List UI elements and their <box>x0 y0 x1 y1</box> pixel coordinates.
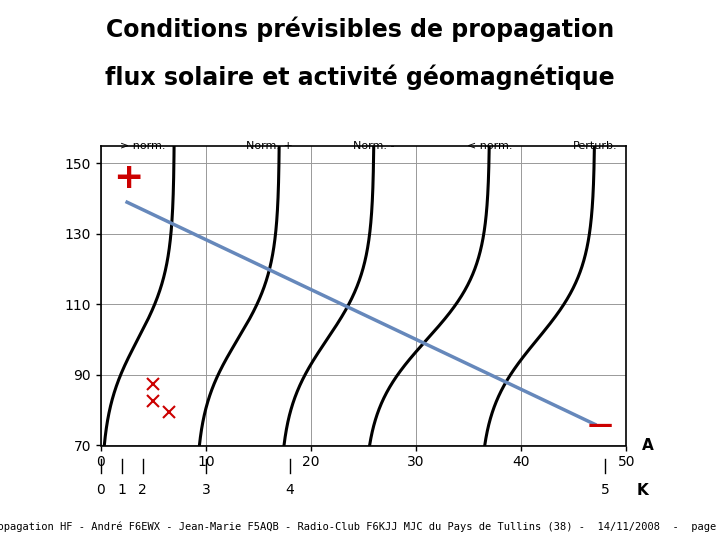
Text: 0: 0 <box>96 483 105 497</box>
Text: 2: 2 <box>138 483 147 497</box>
Text: +: + <box>114 161 144 195</box>
Text: > norm.: > norm. <box>120 141 166 151</box>
Text: A: A <box>642 438 654 453</box>
Text: Perturb.: Perturb. <box>572 141 617 151</box>
Text: Conditions prévisibles de propagation: Conditions prévisibles de propagation <box>106 16 614 42</box>
Text: < norm.: < norm. <box>467 141 513 151</box>
Text: flux solaire et activité géomagnétique: flux solaire et activité géomagnétique <box>105 65 615 90</box>
Text: 5: 5 <box>601 483 610 497</box>
Text: 3: 3 <box>202 483 210 497</box>
Text: 1: 1 <box>117 483 126 497</box>
Text: Norm. -: Norm. - <box>354 141 395 151</box>
Text: K: K <box>637 483 649 498</box>
Text: 4: 4 <box>286 483 294 497</box>
Text: Norm. +: Norm. + <box>246 141 292 151</box>
Text: —: — <box>588 413 613 437</box>
Text: Propagation HF - André F6EWX - Jean-Marie F5AQB - Radio-Club F6KJJ MJC du Pays d: Propagation HF - André F6EWX - Jean-Mari… <box>0 522 720 532</box>
